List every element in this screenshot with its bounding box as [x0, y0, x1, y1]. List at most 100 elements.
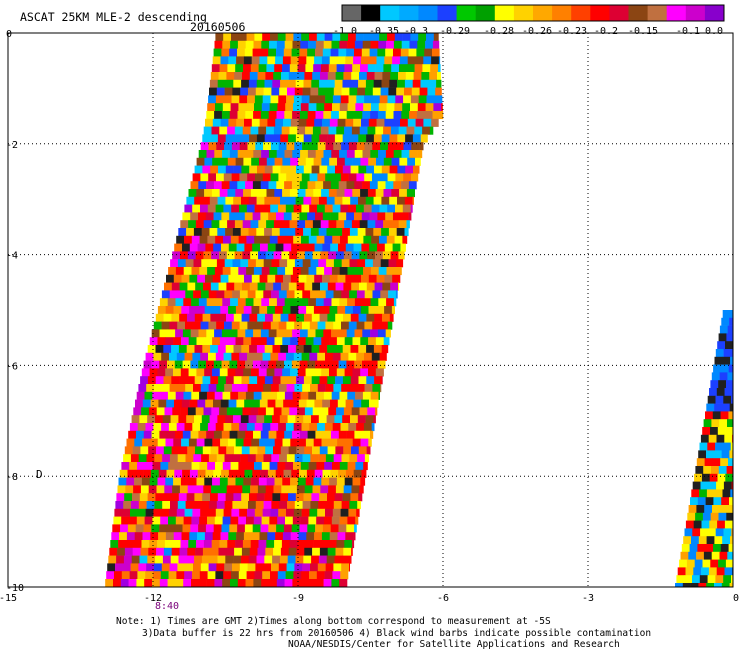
swath-cell: [343, 72, 352, 81]
swath-cell: [313, 189, 322, 198]
swath-cell: [280, 446, 289, 455]
swath-cell: [224, 142, 233, 151]
swath-cell: [384, 306, 393, 315]
colorbar-swatch: [513, 5, 534, 21]
swath-cell: [231, 33, 240, 42]
swath-cell: [685, 567, 694, 576]
swath-cell: [231, 173, 240, 182]
swath-cell: [225, 228, 234, 237]
swath-cell: [146, 501, 155, 510]
swath-cell: [277, 267, 286, 276]
swath-cell: [308, 103, 317, 112]
swath-cell: [157, 438, 166, 447]
swath-cell: [186, 493, 195, 502]
swath-cell: [308, 40, 317, 49]
swath-cell: [300, 40, 309, 49]
swath-cell: [131, 501, 140, 510]
swath-cell: [107, 563, 116, 572]
swath-cell: [296, 485, 305, 494]
swath-cell: [238, 391, 247, 400]
swath-cell: [200, 352, 209, 361]
swath-cell: [282, 189, 291, 198]
swath-cell: [184, 235, 193, 244]
swath-cell: [303, 555, 312, 564]
swath-cell: [406, 64, 415, 73]
swath-cell: [155, 345, 164, 354]
colorbar-label: -1.0: [333, 26, 357, 37]
colorbar-label: -0.15: [628, 26, 658, 37]
swath-cell: [152, 516, 161, 525]
swath-cell: [311, 196, 320, 205]
swath-cell: [374, 72, 383, 81]
swath-cell: [256, 228, 265, 237]
swath-cell: [295, 345, 304, 354]
swath-cell: [193, 259, 202, 268]
swath-cell: [330, 243, 339, 252]
swath-cell: [291, 243, 300, 252]
swath-cell: [206, 298, 215, 307]
swath-cell: [282, 64, 291, 73]
swath-cell: [397, 165, 406, 174]
swath-cell: [196, 157, 205, 166]
swath-cell: [181, 438, 190, 447]
swath-cell: [212, 368, 221, 377]
swath-cell: [176, 352, 185, 361]
swath-cell: [254, 423, 263, 432]
swath-cell: [134, 532, 143, 541]
swath-cell: [141, 477, 150, 486]
swath-cell: [275, 118, 284, 127]
swath-cell: [124, 493, 133, 502]
swath-cell: [715, 349, 724, 358]
swath-cell: [369, 399, 378, 408]
swath-cell: [363, 423, 372, 432]
swath-cell: [340, 423, 349, 432]
swath-cell: [182, 360, 191, 369]
swath-cell: [231, 571, 240, 580]
swath-cell: [351, 220, 360, 229]
swath-cell: [266, 220, 275, 229]
swath-cell: [331, 111, 340, 120]
swath-cell: [180, 337, 189, 346]
colorbar-label: -0.29: [440, 26, 470, 37]
swath-cell: [120, 524, 129, 533]
swath-cell: [317, 352, 326, 361]
swath-cell: [368, 157, 377, 166]
swath-cell: [380, 384, 382, 393]
swath-cell: [198, 360, 207, 369]
swath-cell: [190, 212, 199, 221]
swath-cell: [210, 282, 219, 291]
swath-cell: [366, 72, 375, 81]
swath-cell: [278, 173, 287, 182]
swath-cell: [310, 228, 319, 237]
swath-cell: [302, 321, 311, 330]
swath-cell: [283, 48, 292, 57]
swath-cell: [242, 485, 251, 494]
swath-cell: [376, 274, 385, 283]
swath-cell: [186, 228, 195, 237]
swath-cell: [192, 423, 201, 432]
swath-cell: [358, 446, 367, 455]
swath-cell: [295, 228, 304, 237]
swath-cell: [213, 399, 222, 408]
swath-cell: [303, 345, 312, 354]
swath-cell: [721, 497, 730, 506]
swath-cell: [232, 259, 241, 268]
swath-cell: [222, 516, 231, 525]
swath-cell: [276, 212, 285, 221]
y-tick-label: -2: [6, 140, 18, 151]
swath-cell: [249, 446, 258, 455]
swath-cell: [316, 462, 325, 471]
swath-cell: [253, 40, 262, 49]
swath-cell: [311, 555, 320, 564]
swath-cell: [689, 544, 698, 553]
swath-cell: [215, 508, 224, 517]
swath-cell: [286, 384, 295, 393]
swath-cell: [287, 555, 296, 564]
swath-cell: [352, 438, 361, 447]
swath-cell: [255, 87, 264, 96]
swath-cell: [390, 282, 399, 291]
swath-cell: [712, 505, 721, 514]
swath-cell: [418, 95, 427, 104]
swath-cell: [333, 501, 342, 510]
swath-cell: [387, 173, 396, 182]
